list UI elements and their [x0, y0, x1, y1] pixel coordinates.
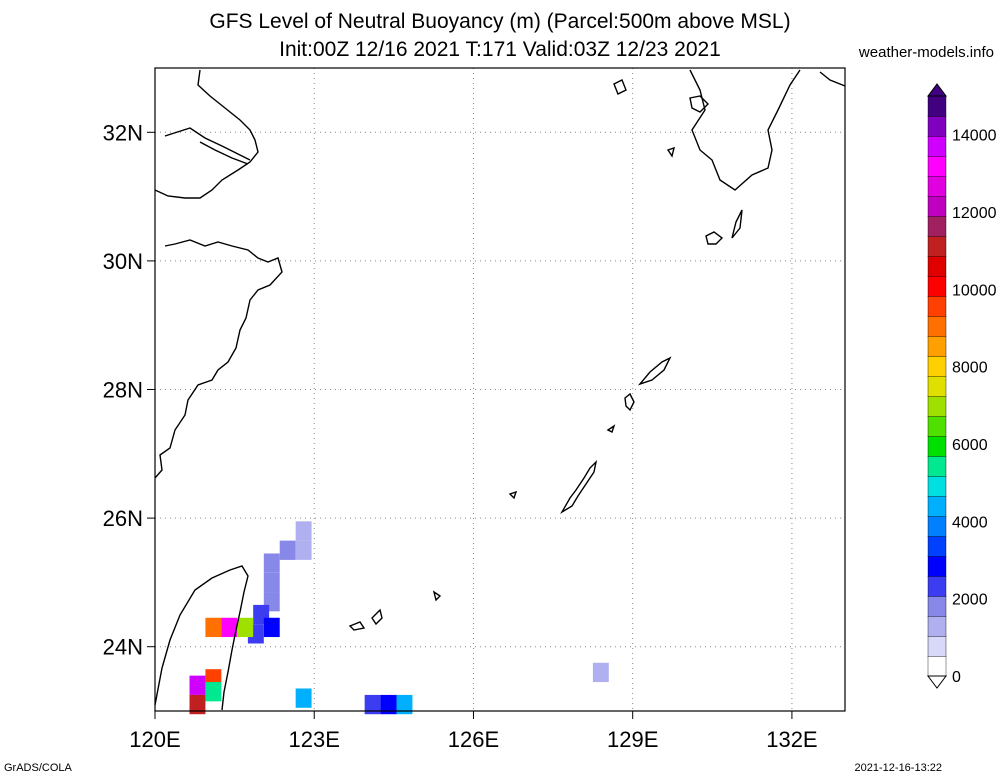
map-title-line1: GFS Level of Neutral Buoyancy (m) (Parce… — [209, 10, 791, 33]
longitude-labels: 120E 123E 126E 129E 132E — [129, 727, 817, 752]
data-cell — [263, 617, 280, 638]
data-cell — [279, 540, 296, 560]
colorbar-min-arrow — [927, 675, 947, 689]
lon-tick-label: 123E — [289, 727, 340, 752]
colorbar-segment — [927, 415, 947, 437]
colorbar-segment — [927, 575, 947, 597]
colorbar-segment — [927, 115, 947, 137]
colorbar-segment — [927, 235, 947, 257]
data-cell — [396, 694, 413, 715]
colorbar-segment — [927, 255, 947, 277]
colorbar-segment — [927, 375, 947, 397]
colorbar-segment — [927, 395, 947, 417]
colorbar-segment — [927, 355, 947, 377]
okinawa-island — [560, 459, 598, 514]
colorbar-max-arrow — [927, 83, 947, 97]
lat-tick-label: 24N — [103, 635, 143, 660]
lon-tick-label: 126E — [448, 727, 499, 752]
colorbar-segment — [927, 135, 947, 157]
small-island-1 — [624, 392, 635, 412]
colorbar: 0 2000 4000 6000 8000 10000 12000 14000 — [927, 83, 997, 689]
colorbar-segment — [927, 215, 947, 237]
colorbar-segment — [927, 455, 947, 477]
small-island-6 — [613, 79, 627, 95]
kyushu-coastline — [689, 69, 846, 191]
data-cell — [205, 682, 222, 702]
data-cells — [189, 521, 609, 715]
tanegashima — [731, 209, 743, 239]
footer-credit: GrADS/COLA — [4, 762, 72, 774]
data-cell — [205, 617, 222, 638]
site-credit: weather-models.info — [858, 44, 994, 61]
colorbar-segment — [927, 335, 947, 357]
data-cell — [263, 553, 280, 573]
coastlines — [154, 69, 846, 711]
small-island-2 — [606, 424, 616, 433]
data-cell — [237, 617, 254, 638]
colorbar-segment — [927, 635, 947, 657]
colorbar-segment — [927, 595, 947, 617]
yakushima — [705, 231, 724, 245]
colorbar-label: 14000 — [952, 128, 997, 145]
colorbar-segment — [927, 555, 947, 577]
lat-tick-label: 26N — [103, 506, 143, 531]
lon-tick-label: 129E — [607, 727, 658, 752]
colorbar-segment — [927, 195, 947, 217]
lat-tick-label: 32N — [103, 120, 143, 145]
china-coastline — [154, 239, 283, 479]
miyako-island — [348, 608, 383, 631]
data-cell — [263, 572, 280, 593]
yangtze-estuary — [164, 127, 251, 165]
small-island-7 — [689, 95, 709, 113]
colorbar-segment — [927, 295, 947, 317]
colorbar-label: 10000 — [952, 282, 997, 299]
data-cell — [295, 521, 312, 541]
colorbar-label: 8000 — [952, 360, 988, 377]
colorbar-segment — [927, 155, 947, 177]
lon-tick-label: 120E — [129, 727, 180, 752]
colorbar-segment — [927, 615, 947, 637]
latitude-labels: 24N 26N 28N 30N 32N — [103, 120, 143, 659]
taiwan-coastline — [154, 565, 249, 711]
small-island-5 — [666, 146, 675, 158]
colorbar-segment — [927, 475, 947, 497]
colorbar-segment — [927, 315, 947, 337]
colorbar-segment — [927, 435, 947, 457]
small-island-3 — [508, 490, 518, 500]
data-cell — [295, 540, 312, 560]
lat-tick-label: 30N — [103, 249, 143, 274]
colorbar-label: 2000 — [952, 592, 988, 609]
data-cell — [364, 694, 381, 715]
colorbar-segment — [927, 655, 947, 677]
map-title-line2: Init:00Z 12/16 2021 T:171 Valid:03Z 12/2… — [279, 38, 721, 61]
lon-tick-label: 132E — [766, 727, 817, 752]
data-cell — [380, 694, 397, 715]
data-cell — [295, 688, 312, 708]
amami-island — [637, 356, 672, 386]
small-island-4 — [432, 590, 442, 602]
colorbar-segment — [927, 495, 947, 517]
colorbar-label: 4000 — [952, 514, 988, 531]
colorbar-segment — [927, 95, 947, 117]
colorbar-label: 6000 — [952, 437, 988, 454]
lat-tick-label: 28N — [103, 378, 143, 403]
colorbar-segment — [927, 175, 947, 197]
data-cell — [189, 675, 206, 695]
china-coastline-north — [154, 69, 259, 199]
colorbar-segment — [927, 535, 947, 557]
data-cell — [221, 617, 238, 638]
map-frame — [154, 67, 846, 712]
colorbar-label: 0 — [952, 669, 961, 686]
footer-timestamp: 2021-12-16-13:22 — [854, 762, 942, 774]
colorbar-label: 12000 — [952, 205, 997, 222]
data-cell — [592, 662, 609, 683]
colorbar-segment — [927, 515, 947, 537]
data-cell — [189, 694, 206, 715]
colorbar-segment — [927, 275, 947, 297]
